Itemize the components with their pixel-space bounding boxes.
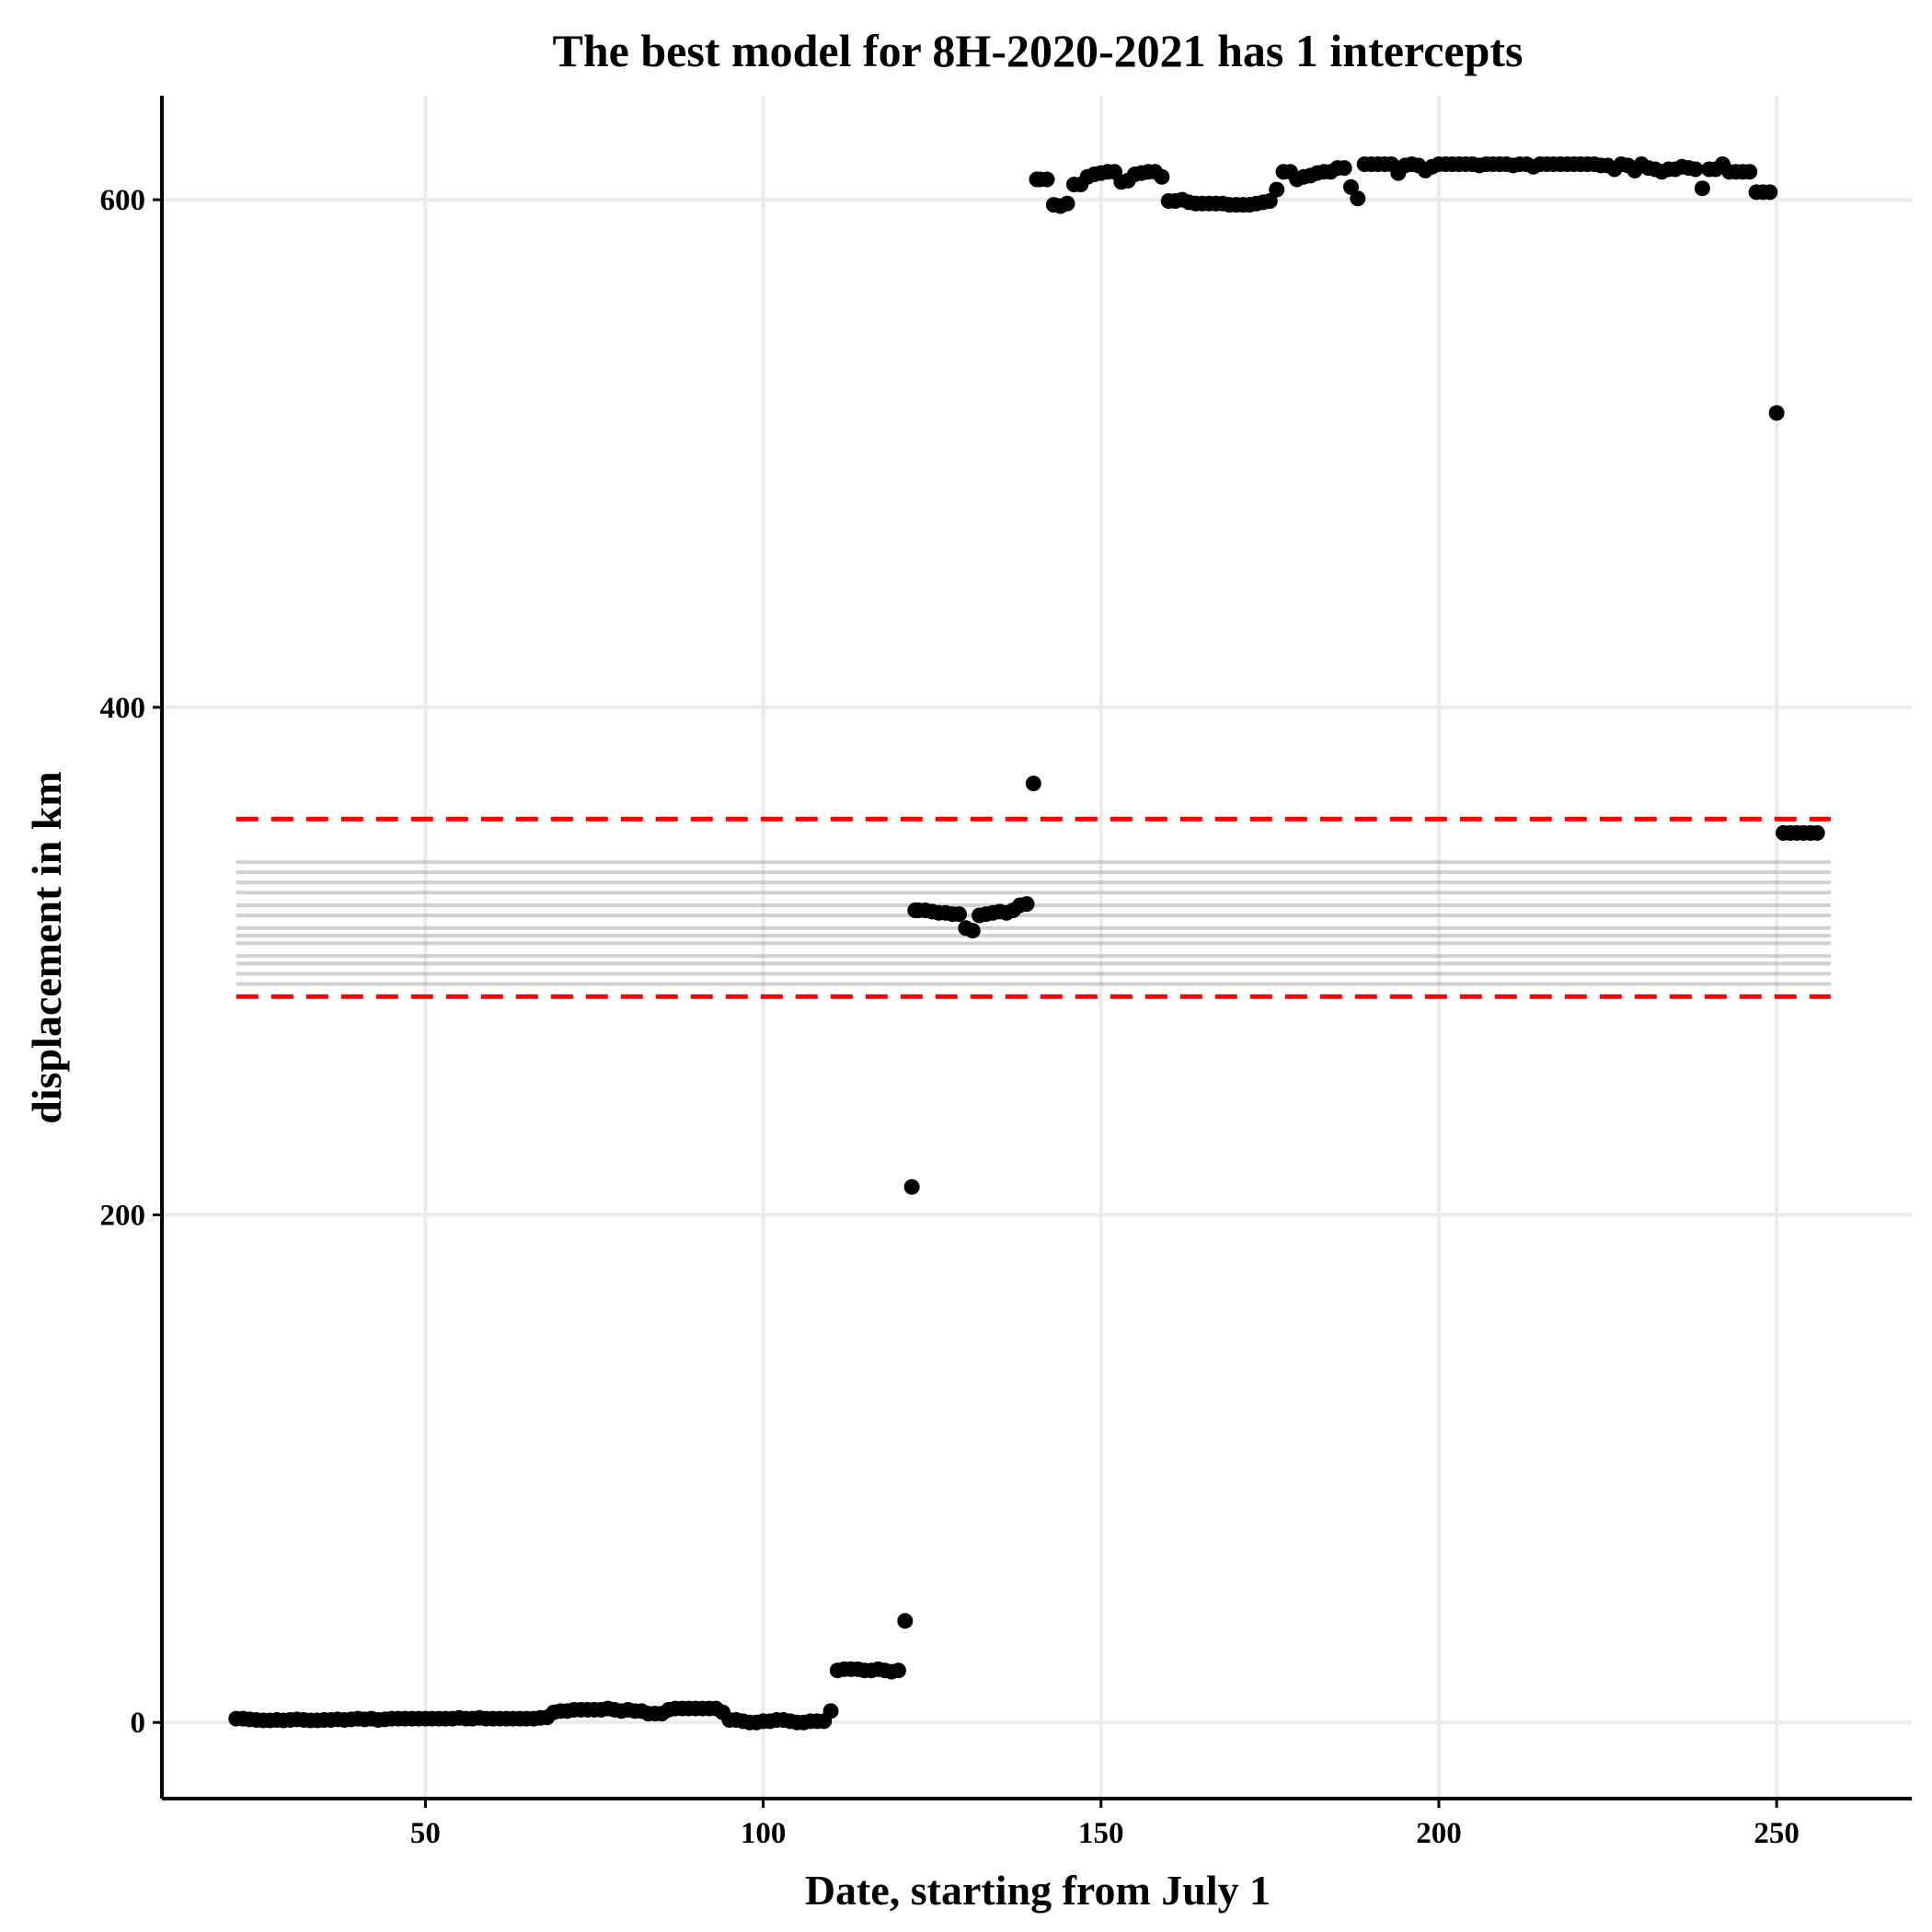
- data-point: [1687, 161, 1704, 178]
- x-axis-title: Date, starting from July 1: [805, 1867, 1271, 1914]
- data-point: [1261, 192, 1278, 209]
- data-point: [1269, 181, 1285, 198]
- y-tick-label: 200: [100, 1200, 146, 1233]
- data-point: [1762, 184, 1778, 201]
- data-point: [1154, 168, 1170, 185]
- data-point: [1768, 405, 1785, 421]
- data-point: [951, 906, 968, 923]
- data-point: [1025, 776, 1041, 792]
- x-tick-label: 250: [1754, 1817, 1800, 1850]
- intercept-draw-lines: [236, 860, 1831, 986]
- y-tick-label: 0: [131, 1707, 146, 1740]
- chart-title: The best model for 8H-2020-2021 has 1 in…: [552, 25, 1523, 76]
- tick-labels: 50 100 150 200 250 0 200 400 600: [100, 184, 1800, 1850]
- data-point: [1018, 896, 1035, 913]
- data-point: [890, 1662, 906, 1679]
- data-point: [822, 1703, 839, 1719]
- data-point: [1039, 171, 1055, 188]
- data-point: [903, 1179, 920, 1195]
- interval-bounds: [236, 816, 1831, 999]
- data-point: [1350, 190, 1366, 207]
- data-point: [964, 923, 981, 939]
- grid-lines: [162, 96, 1912, 1799]
- data-point: [1336, 160, 1352, 177]
- y-tick-label: 400: [100, 692, 146, 725]
- data-point: [1059, 195, 1075, 212]
- x-tick-label: 100: [741, 1817, 787, 1850]
- data-points: [228, 155, 1825, 1731]
- x-tick-label: 200: [1416, 1817, 1462, 1850]
- data-point: [1694, 180, 1710, 197]
- y-axis-title: displacement in km: [23, 771, 70, 1123]
- x-tick-label: 50: [410, 1817, 441, 1850]
- data-point: [1742, 164, 1758, 180]
- data-point: [1809, 824, 1825, 841]
- data-point: [1342, 178, 1359, 195]
- x-tick-label: 150: [1078, 1817, 1124, 1850]
- axes: [153, 96, 1912, 1808]
- data-point: [897, 1613, 914, 1629]
- y-tick-label: 600: [100, 184, 146, 217]
